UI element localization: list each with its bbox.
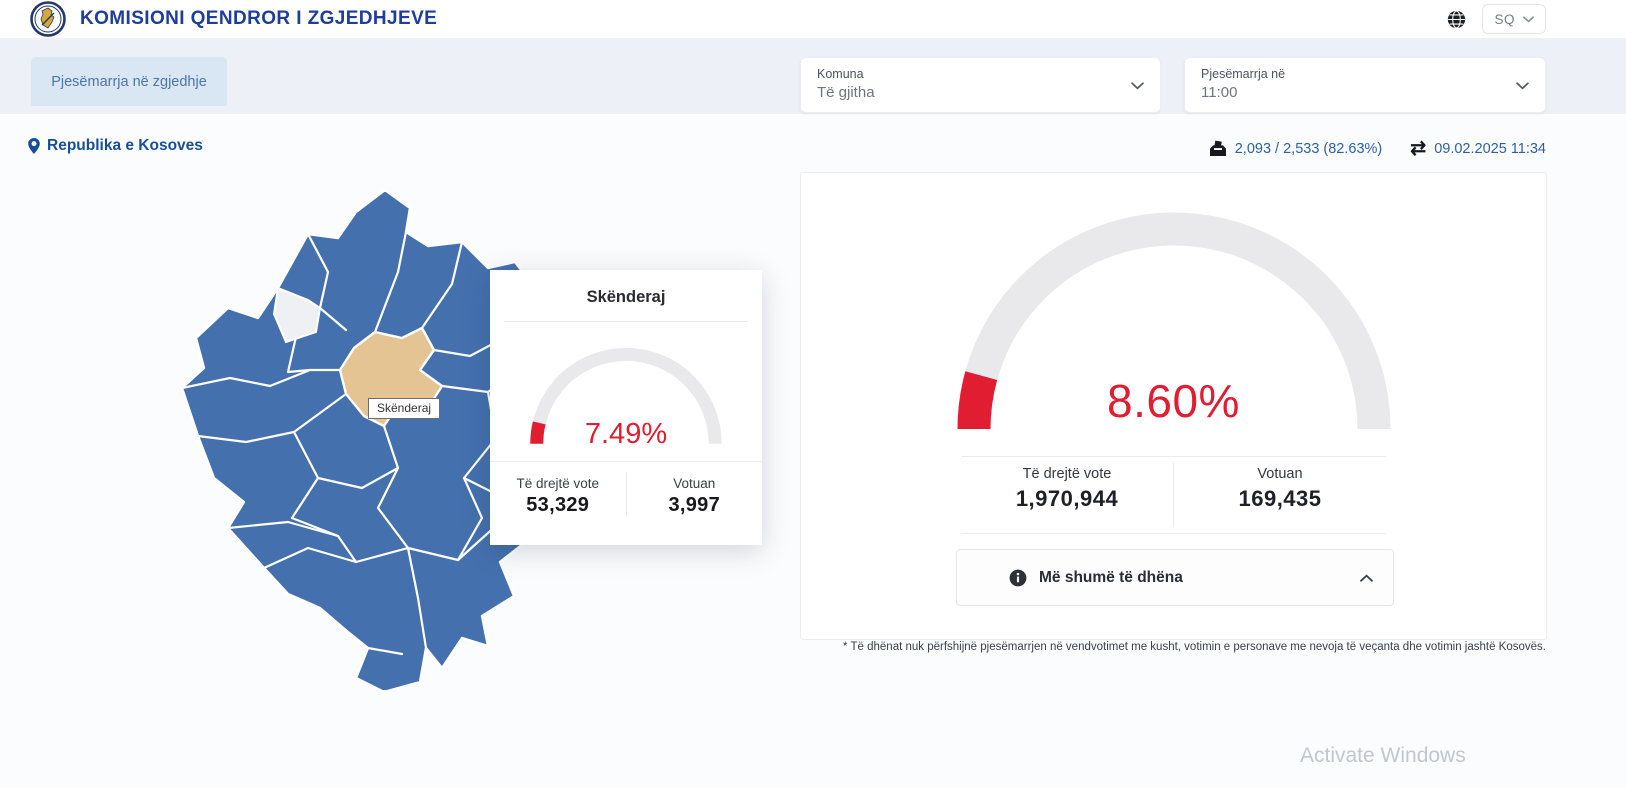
national-voted: Votuan 169,435 [1173, 463, 1386, 527]
voted-value: 3,997 [668, 494, 721, 516]
national-eligible: Të drejtë vote 1,970,944 [961, 463, 1173, 527]
breadcrumb: Republika e Kosoves [28, 137, 203, 155]
chevron-down-icon [1516, 82, 1529, 90]
globe-icon[interactable] [1447, 10, 1466, 29]
activate-windows-watermark: Activate Windows [1300, 744, 1466, 767]
header-actions: SQ [1447, 4, 1546, 34]
popup-title: Skënderaj [586, 288, 666, 306]
map-tooltip: Skënderaj [368, 398, 441, 419]
chevron-down-icon [1131, 82, 1144, 90]
eligible-label: Të drejtë vote [516, 476, 600, 491]
national-percent: 8.60% [1107, 375, 1240, 427]
language-code: SQ [1494, 11, 1515, 27]
municipality-dropdown-label: Komuna [817, 67, 864, 81]
municipality-dropdown-value: Të gjitha [817, 84, 875, 101]
chevron-up-icon [1360, 573, 1373, 582]
info-icon [1009, 569, 1027, 587]
popup-voted: Votuan 3,997 [625, 472, 763, 517]
last-update-value: 09.02.2025 11:34 [1434, 140, 1546, 157]
divider [961, 456, 1386, 457]
more-data-accordion[interactable]: Më shumë të dhëna [956, 549, 1394, 606]
kqz-logo-icon [30, 1, 66, 37]
chevron-down-icon [1523, 15, 1534, 23]
eligible-value: 1,970,944 [1015, 486, 1119, 511]
eligible-label: Të drejtë vote [1022, 466, 1112, 482]
popup-percent: 7.49% [584, 418, 668, 450]
municipality-dropdown[interactable]: Komuna Të gjitha [800, 57, 1161, 113]
voted-label: Votuan [1257, 466, 1303, 482]
time-dropdown[interactable]: Pjesëmarrja në 11:00 [1184, 57, 1546, 113]
ballot-box-icon [1209, 140, 1227, 157]
popup-gauge: 7.49% [514, 334, 738, 453]
app-title: KOMISIONI QENDROR I ZGJEDHJEVE [80, 8, 438, 29]
tab-participation[interactable]: Pjesëmarrja në zgjedhje [31, 57, 227, 106]
polling-stations-status: 2,093 / 2,533 (82.63%) [1209, 140, 1383, 157]
divider [961, 533, 1386, 534]
divider [490, 461, 762, 462]
popup-eligible: Të drejtë vote 53,329 [490, 472, 626, 517]
municipality-no-data[interactable] [272, 286, 322, 344]
brand: KOMISIONI QENDROR I ZGJEDHJEVE [30, 1, 437, 37]
language-selector[interactable]: SQ [1482, 4, 1546, 34]
popup-stats: Të drejtë vote 53,329 Votuan 3,997 [490, 472, 762, 517]
voted-value: 169,435 [1238, 486, 1322, 511]
municipality-popup: Skënderaj 7.49% Të drejtë vote 53,329 Vo… [490, 270, 762, 545]
footnote: * Të dhënat nuk përfshijnë pjesëmarrjen … [843, 641, 1546, 653]
national-stats: Të drejtë vote 1,970,944 Votuan 169,435 [961, 463, 1386, 527]
national-turnout-panel: 8.60% Të drejtë vote 1,970,944 Votuan 16… [800, 172, 1547, 640]
time-dropdown-value: 11:00 [1201, 84, 1238, 101]
polling-stations-value: 2,093 / 2,533 (82.63%) [1234, 140, 1383, 157]
divider [504, 321, 748, 322]
status-bar: 2,093 / 2,533 (82.63%) ⇄ 09.02.2025 11:3… [1209, 139, 1546, 158]
tab-label: Pjesëmarrja në zgjedhje [51, 73, 207, 90]
last-update-status: ⇄ 09.02.2025 11:34 [1410, 139, 1546, 158]
eligible-value: 53,329 [526, 494, 590, 516]
more-data-label: Më shumë të dhëna [1039, 568, 1183, 586]
header: KOMISIONI QENDROR I ZGJEDHJEVE SQ [0, 0, 1626, 38]
refresh-swap-icon: ⇄ [1410, 138, 1427, 159]
filter-band: Pjesëmarrja në zgjedhje Komuna Të gjitha… [0, 38, 1626, 114]
time-dropdown-label: Pjesëmarrja në [1201, 67, 1286, 81]
voted-label: Votuan [673, 476, 716, 491]
national-gauge: 8.60% [939, 201, 1409, 446]
location-label: Republika e Kosoves [47, 137, 203, 154]
location-pin-icon [28, 138, 40, 154]
